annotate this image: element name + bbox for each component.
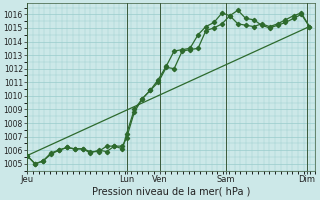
X-axis label: Pression niveau de la mer( hPa ): Pression niveau de la mer( hPa ) [92,187,251,197]
